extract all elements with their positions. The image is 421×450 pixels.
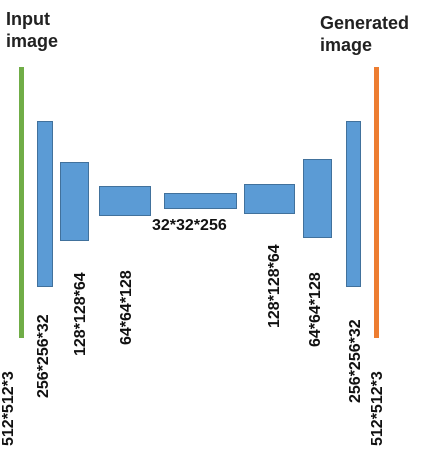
layer-7-decoder-block — [346, 121, 361, 287]
layer-1-encoder-block — [37, 121, 53, 287]
layer-6-shape-label: 64*64*128 — [307, 272, 324, 347]
layer-5-decoder-block — [244, 184, 295, 214]
layer-8-output-bar — [374, 67, 379, 338]
layer-4-shape-label: 32*32*256 — [152, 217, 227, 234]
generated-heading-line-2: image — [320, 35, 373, 55]
layer-0-input-bar — [19, 67, 24, 338]
layer-2-encoder-block — [60, 162, 89, 241]
layer-3-shape-label: 64*64*128 — [118, 270, 135, 345]
layer-0-shape-label: 512*512*3 — [0, 371, 17, 446]
layer-7-shape-label: 256*256*32 — [347, 319, 364, 403]
layer-5-shape-label: 128*128*64 — [266, 244, 283, 328]
layer-4-bottleneck-block — [164, 193, 237, 209]
layer-1-shape-label: 256*256*32 — [35, 314, 52, 398]
layer-6-decoder-block — [303, 159, 332, 238]
input-heading-line-2: image — [6, 31, 59, 51]
generated-image-heading: Generated image — [320, 12, 409, 56]
input-heading-line-1: Input — [6, 9, 50, 29]
layer-3-encoder-block — [99, 186, 151, 216]
layer-2-shape-label: 128*128*64 — [72, 272, 89, 356]
layer-8-shape-label: 512*512*3 — [369, 371, 386, 446]
generated-heading-line-1: Generated — [320, 13, 410, 33]
input-image-heading: Input image — [6, 8, 58, 52]
